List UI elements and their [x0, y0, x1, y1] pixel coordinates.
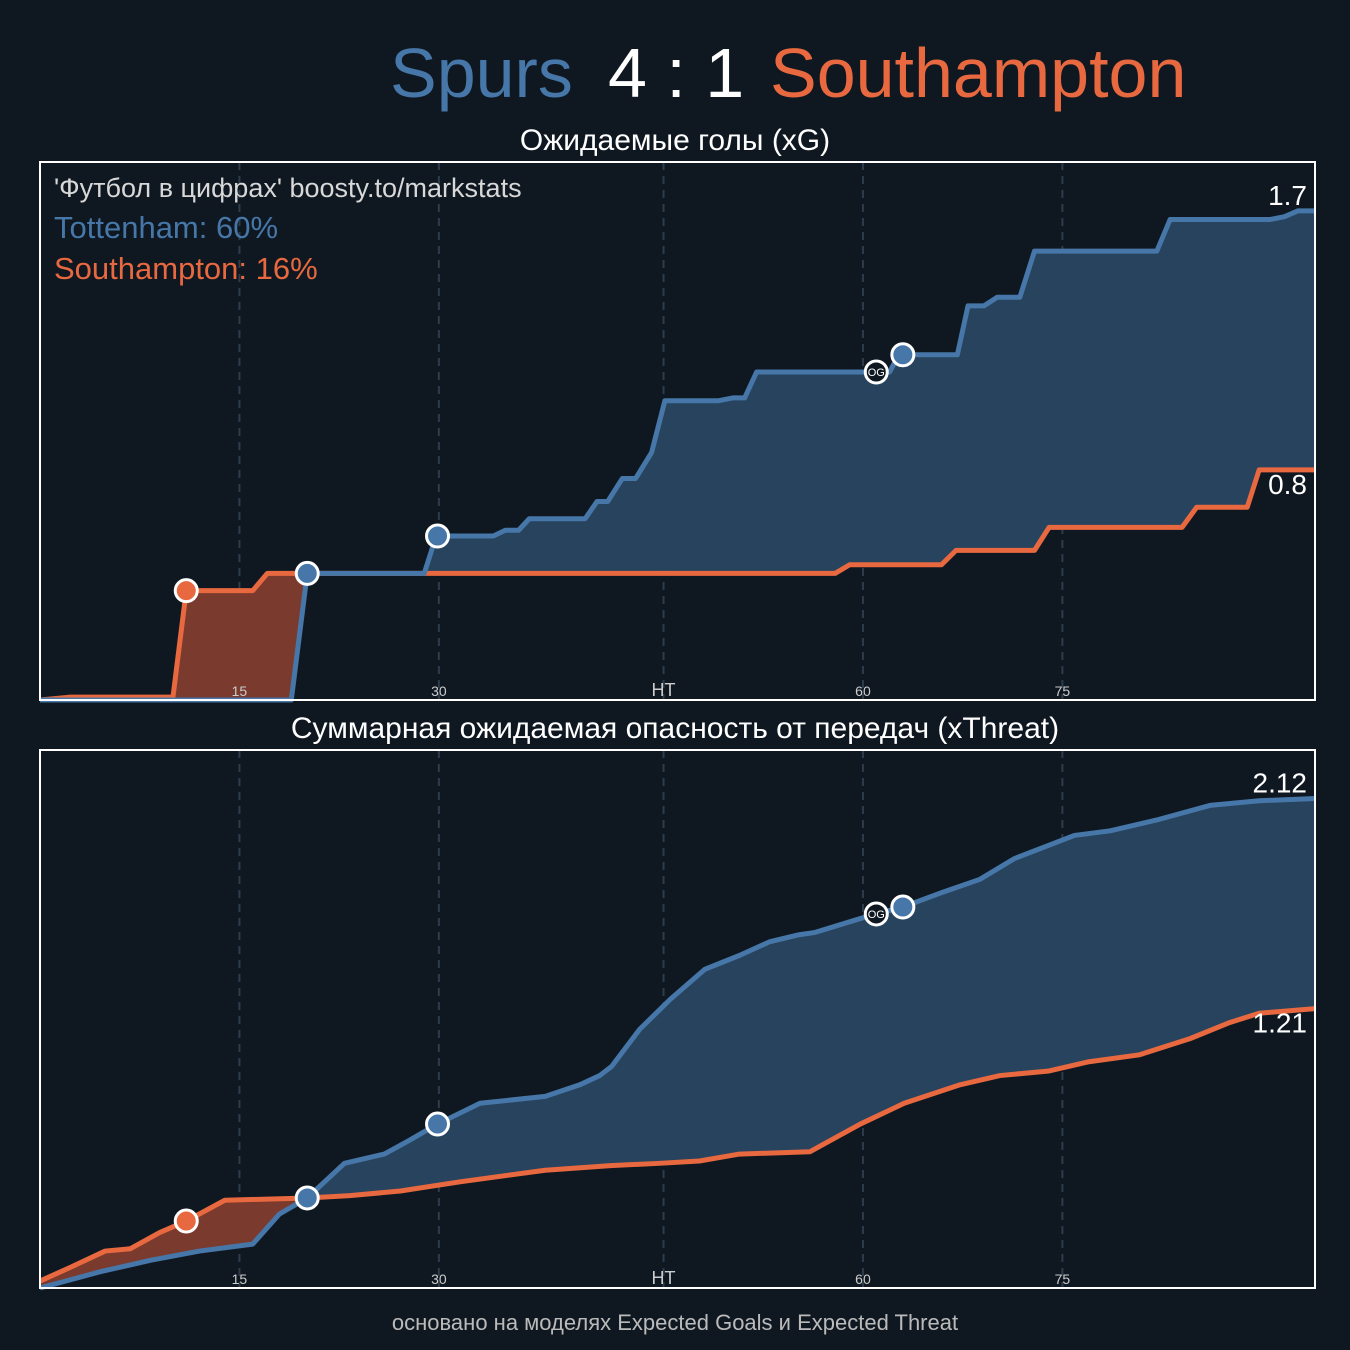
goal-marker: [294, 560, 320, 586]
own-goal-label: OG: [868, 367, 885, 379]
home-team: Spurs: [390, 34, 573, 112]
total-label: 1.7: [1268, 180, 1307, 211]
goal-marker: [173, 1208, 199, 1234]
panel-border: [39, 161, 1316, 701]
goal-marker: [294, 1185, 320, 1211]
total-label: 1.21: [1253, 1008, 1308, 1039]
series-line: [38, 1006, 1316, 1284]
annotation: Tottenham: 60%: [54, 210, 278, 245]
goal-marker: [890, 342, 916, 368]
series-line: [40, 208, 1315, 703]
goal-marker: [890, 894, 916, 920]
x-tick-label: 75: [1055, 1271, 1071, 1287]
series-line: [39, 467, 1315, 703]
goal-marker: [863, 359, 889, 385]
chart-title: Суммарная ожидаемая опасность от передач…: [291, 712, 1059, 745]
x-tick-label: HT: [652, 1268, 676, 1288]
annotation: 'Футбол в цифрах' boosty.to/markstats: [54, 173, 522, 203]
panel-border: [39, 749, 1316, 1289]
annotation: Southampton: 16%: [54, 251, 318, 286]
footer: основано на моделях Expected Goals и Exp…: [392, 1310, 958, 1335]
goal-marker: [425, 523, 451, 549]
total-label: 0.8: [1268, 469, 1307, 500]
x-tick-label: HT: [652, 680, 676, 700]
x-tick-label: 60: [855, 1271, 871, 1287]
chart-title: Ожидаемые голы (xG): [520, 124, 830, 157]
x-tick-label: 15: [232, 683, 248, 699]
goal-marker: [863, 901, 889, 927]
goal-marker: [425, 1111, 451, 1137]
x-tick-label: 75: [1055, 683, 1071, 699]
x-tick-label: 30: [431, 683, 447, 699]
x-tick-label: 15: [232, 1271, 248, 1287]
goal-marker: [173, 578, 199, 604]
away-team: Southampton: [770, 34, 1186, 112]
own-goal-label: OG: [868, 909, 885, 921]
score: 4 : 1: [608, 34, 744, 112]
total-label: 2.12: [1253, 767, 1308, 798]
x-tick-label: 60: [855, 683, 871, 699]
x-tick-label: 30: [431, 1271, 447, 1287]
